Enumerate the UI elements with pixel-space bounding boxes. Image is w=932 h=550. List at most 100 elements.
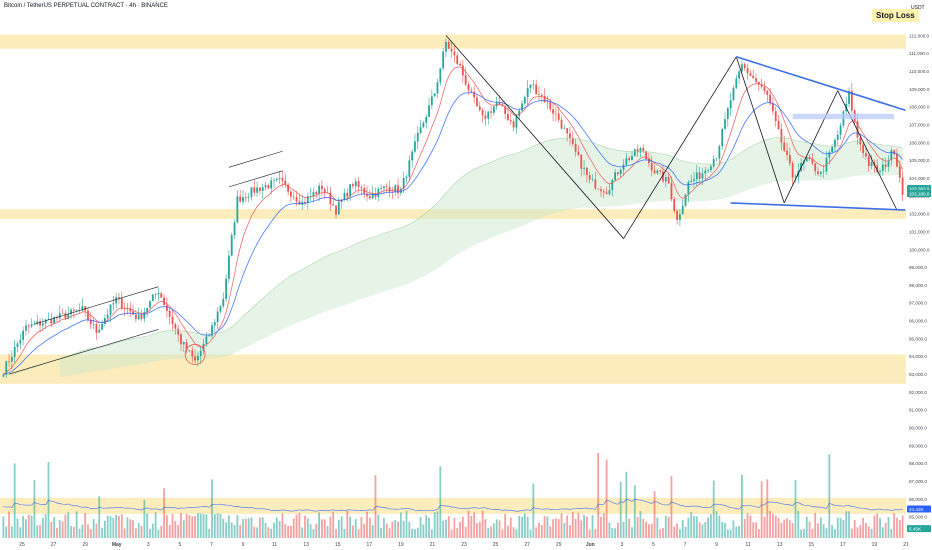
candle <box>667 172 670 184</box>
y-tick-label: 102,000.0 <box>909 212 930 217</box>
candle <box>177 324 180 343</box>
candle <box>439 68 442 86</box>
volume-bar <box>794 479 797 538</box>
volume-bar <box>856 527 859 538</box>
price-tag <box>907 525 931 533</box>
candle <box>261 183 264 199</box>
volume-bar <box>436 511 439 538</box>
volume-bar <box>884 522 887 538</box>
volume-bar <box>64 514 67 538</box>
candle <box>512 118 515 132</box>
y-tick-label: 85,000.0 <box>909 515 927 520</box>
volume-bar <box>433 512 436 538</box>
volume-bar <box>264 523 267 538</box>
volume-bar <box>543 515 546 538</box>
volume-bar <box>208 528 211 538</box>
volume-bar <box>667 516 670 538</box>
volume-bar <box>585 516 588 538</box>
volume-bar <box>16 518 19 538</box>
candle <box>453 45 456 63</box>
volume-bar <box>106 515 109 538</box>
volume-bar <box>89 529 92 538</box>
y-tick-label: 98,000.0 <box>909 283 927 288</box>
volume-bar <box>704 521 707 538</box>
candle <box>228 250 230 283</box>
volume-bar <box>766 479 769 538</box>
candle <box>870 154 873 170</box>
candle <box>103 314 106 327</box>
volume-bar <box>225 522 227 538</box>
moving-averages <box>3 66 903 376</box>
candle <box>120 291 123 311</box>
volume-bar <box>160 525 163 538</box>
ema-fast-line <box>3 66 903 376</box>
volume-bar <box>752 522 755 538</box>
volume-bar <box>211 479 213 538</box>
candle <box>616 172 619 177</box>
volume-bar <box>710 514 712 538</box>
volume-bar <box>870 528 873 538</box>
volume-bar <box>194 516 196 538</box>
candle <box>461 59 464 84</box>
candle <box>602 188 605 199</box>
candle <box>329 187 332 211</box>
y-tick-label: 112,000.0 <box>909 33 930 38</box>
volume-bar <box>405 510 408 538</box>
candle <box>538 86 540 102</box>
volume-bar <box>236 514 239 538</box>
currency-label: USDT <box>911 5 925 11</box>
volume-bar <box>873 515 876 538</box>
candle <box>72 307 75 319</box>
volume-bar <box>259 517 261 538</box>
x-tick-label: 17 <box>367 542 373 548</box>
candle <box>490 106 492 119</box>
candle <box>425 114 428 129</box>
candle <box>839 122 842 140</box>
volume-bar <box>174 520 177 538</box>
candle <box>546 95 549 109</box>
candle <box>743 62 746 71</box>
volume-bar <box>371 525 374 538</box>
candle <box>594 171 597 191</box>
candle <box>819 171 822 178</box>
candle <box>721 127 724 150</box>
volume-bar <box>552 519 554 538</box>
volume-bar <box>642 518 645 538</box>
volume-bar <box>684 526 687 538</box>
candle <box>450 41 453 58</box>
volume-bar <box>284 523 287 538</box>
candle <box>352 182 354 189</box>
y-tick-label: 105,000.0 <box>909 158 930 163</box>
volume-bar <box>540 525 543 538</box>
volume-bar <box>512 527 515 538</box>
candle <box>726 106 729 127</box>
candle <box>495 96 498 111</box>
candle <box>442 48 445 71</box>
candle <box>98 323 101 333</box>
volume-bar <box>648 524 650 538</box>
volume-ma-line <box>3 498 903 512</box>
candle <box>552 103 554 122</box>
candle <box>896 148 898 168</box>
pattern-leg <box>783 90 839 204</box>
candle <box>670 176 673 202</box>
volume-bar <box>732 520 735 538</box>
volume-bar <box>890 529 893 538</box>
volume-bar <box>120 514 123 538</box>
volume-bar <box>428 517 430 538</box>
candle <box>290 189 292 203</box>
volume-bar <box>896 517 898 538</box>
candle <box>256 181 258 197</box>
volume-bar <box>605 459 608 538</box>
candle <box>481 107 484 123</box>
volume-bar <box>50 521 53 538</box>
volume-bar <box>422 524 425 538</box>
volume-bar <box>75 511 78 538</box>
axis-bg <box>906 0 932 550</box>
candle <box>445 38 447 58</box>
candle <box>416 126 419 150</box>
candle <box>681 199 684 215</box>
volume-bar <box>199 513 202 538</box>
volume-bar <box>461 516 464 538</box>
